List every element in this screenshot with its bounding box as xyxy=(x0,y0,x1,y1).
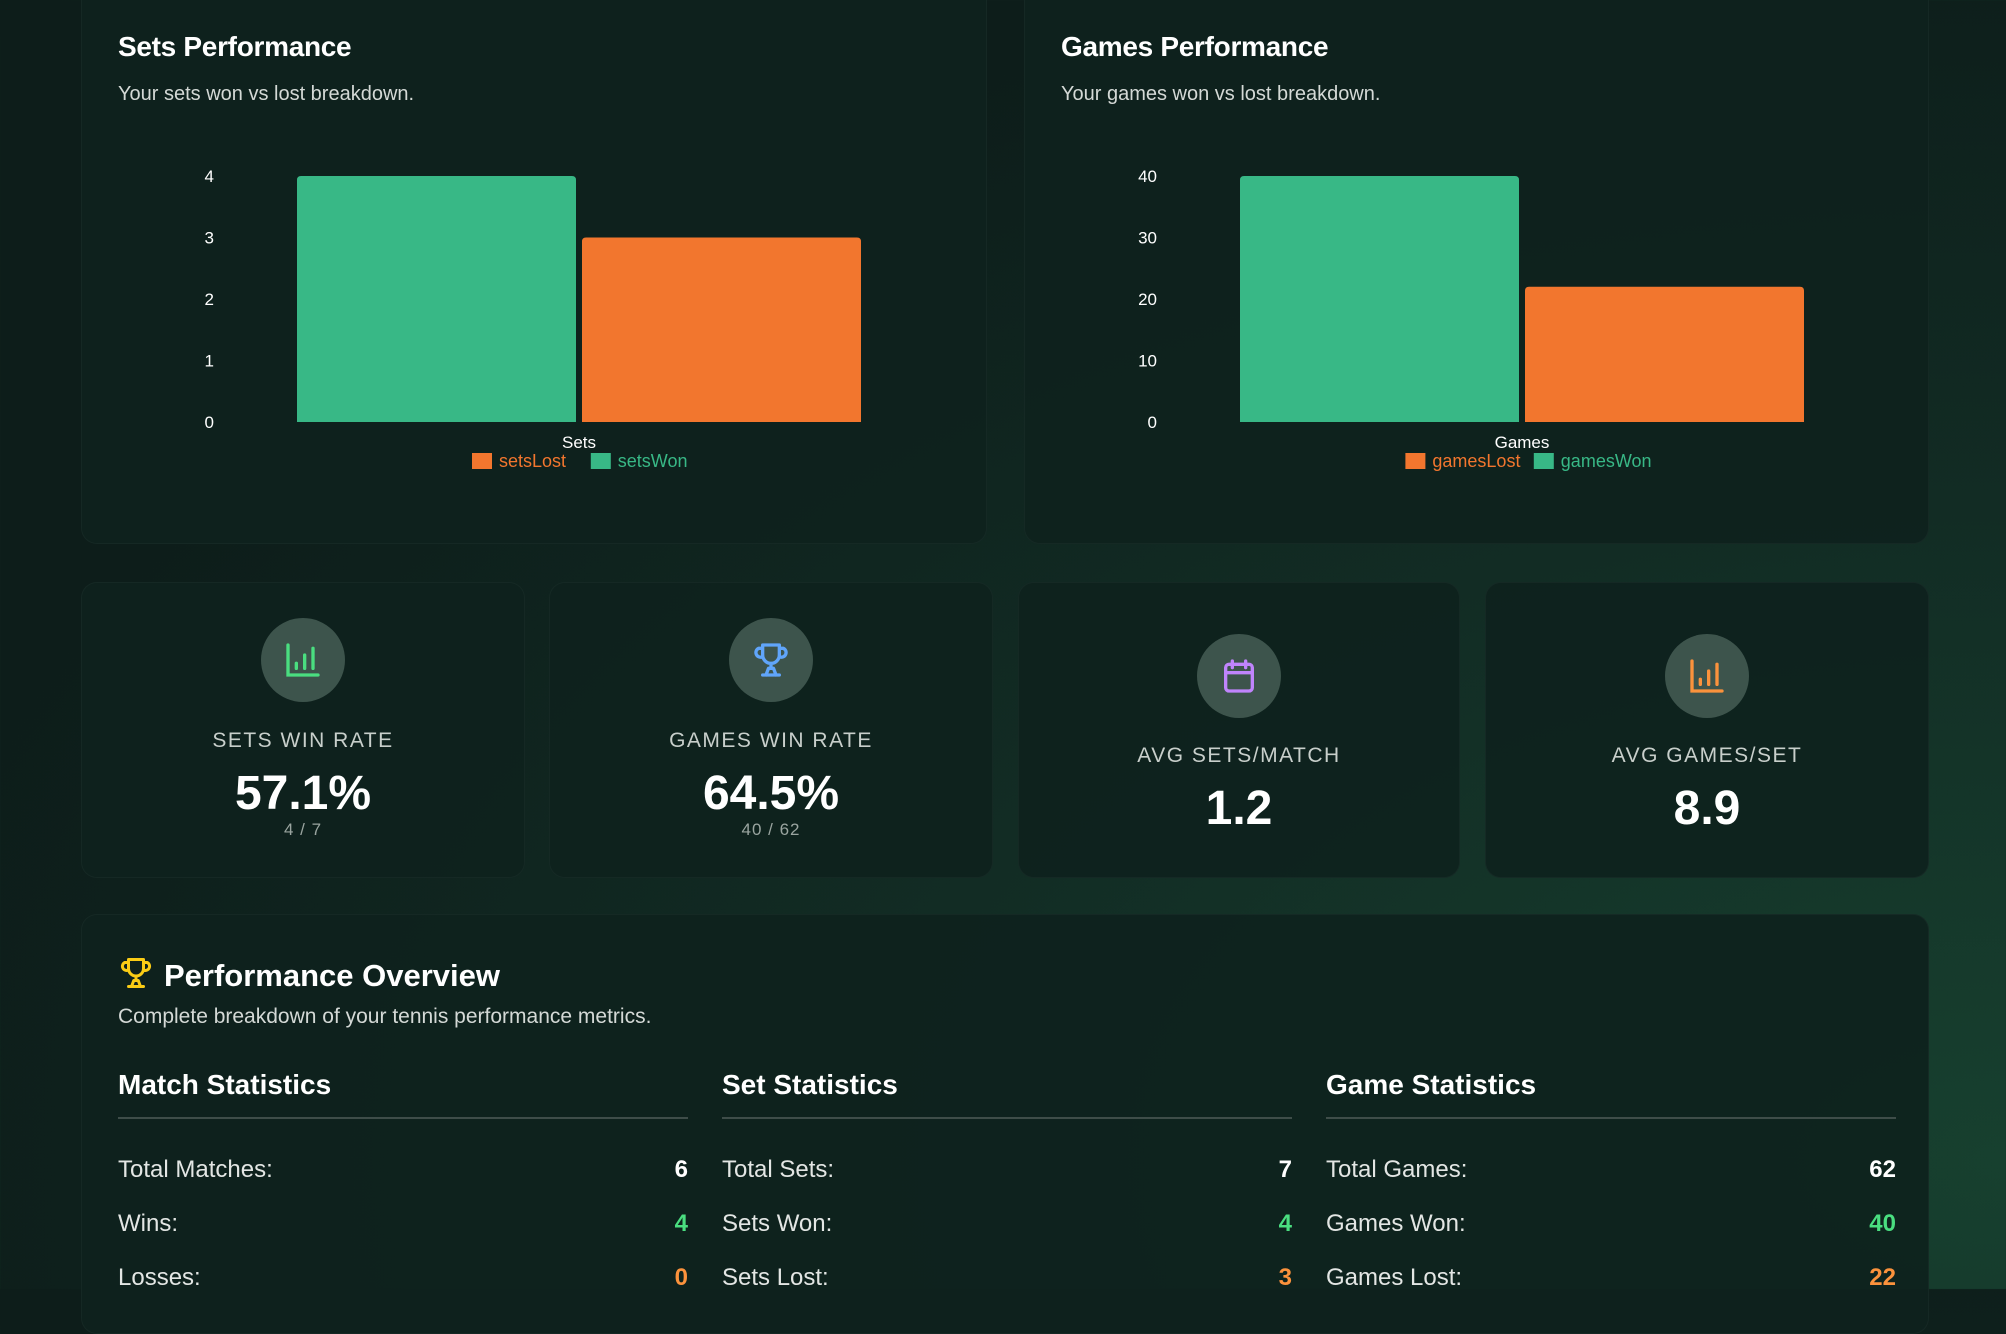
card-subtitle: Your sets won vs lost breakdown. xyxy=(118,83,415,105)
row-value: 40 xyxy=(1869,1210,1896,1237)
row-label: Total Games: xyxy=(1326,1156,1468,1183)
row-label: Losses: xyxy=(118,1264,201,1291)
games-performance-card: Games Performance Your games won vs lost… xyxy=(1024,0,1929,544)
stat-row: Total Matches: 6 xyxy=(118,1143,688,1197)
stat-label: GAMES WIN RATE xyxy=(669,729,873,752)
stat-row: Sets Lost: 3 xyxy=(722,1251,1292,1305)
y-tick-label: 40 xyxy=(1138,167,1157,186)
x-tick-label: Games xyxy=(1495,433,1550,452)
stat-row: Games Won: 40 xyxy=(1326,1197,1896,1251)
stat-label: SETS WIN RATE xyxy=(212,729,394,752)
stat-card-avg-games-set: AVG GAMES/SET 8.9 xyxy=(1485,582,1929,878)
stat-row: Wins: 4 xyxy=(118,1197,688,1251)
row-value: 7 xyxy=(1278,1156,1292,1183)
y-tick-label: 1 xyxy=(205,352,214,371)
card-subtitle: Your games won vs lost breakdown. xyxy=(1061,83,1381,105)
column-title: Set Statistics xyxy=(722,1069,898,1100)
divider xyxy=(1326,1117,1896,1119)
stat-value: 64.5% xyxy=(702,767,840,820)
row-label: Total Matches: xyxy=(118,1156,273,1183)
stat-row: Games Lost: 22 xyxy=(1326,1251,1896,1305)
stats-column: Match Statistics Total Matches: 6 Wins: 4 Los… xyxy=(118,1069,688,1305)
overview-header: Performance Overview xyxy=(118,955,500,996)
y-tick-label: 0 xyxy=(205,413,214,432)
overview-title: Performance Overview xyxy=(164,957,501,993)
stat-value: 1.2 xyxy=(1205,782,1273,835)
y-tick-label: 3 xyxy=(205,229,214,248)
legend-label-gamesWon: gamesWon xyxy=(1561,451,1652,471)
row-label: Games Won: xyxy=(1326,1210,1466,1237)
legend-swatch-gamesWon xyxy=(1533,453,1554,469)
trophy-icon xyxy=(729,618,813,702)
stat-value: 57.1% xyxy=(234,767,372,820)
bar-gamesLost xyxy=(1525,286,1804,422)
row-value: 62 xyxy=(1869,1156,1896,1183)
x-tick-label: Sets xyxy=(562,433,596,452)
row-label: Total Sets: xyxy=(722,1156,835,1183)
legend-swatch-gamesLost xyxy=(1405,453,1426,469)
y-tick-label: 30 xyxy=(1138,229,1157,248)
calendar-icon xyxy=(1197,634,1281,718)
bar-chart-icon xyxy=(1665,634,1749,718)
divider xyxy=(118,1117,688,1119)
stat-label: AVG SETS/MATCH xyxy=(1137,744,1341,767)
sets-performance-card: Sets Performance Your sets won vs lost b… xyxy=(81,0,987,544)
bar-setsWon xyxy=(297,176,576,422)
row-label: Games Lost: xyxy=(1326,1264,1463,1291)
stat-row: Sets Won: 4 xyxy=(722,1197,1292,1251)
card-title: Sets Performance xyxy=(118,31,352,62)
stat-sub: 4 / 7 xyxy=(283,820,323,839)
legend-label-setsWon: setsWon xyxy=(618,451,688,471)
legend-label-setsLost: setsLost xyxy=(499,451,566,471)
row-value: 4 xyxy=(674,1210,688,1237)
column-title: Game Statistics xyxy=(1326,1069,1537,1100)
row-label: Sets Won: xyxy=(722,1210,833,1237)
y-tick-label: 2 xyxy=(205,290,214,309)
divider xyxy=(722,1117,1292,1119)
row-value: 6 xyxy=(674,1156,688,1183)
legend-swatch-setsLost xyxy=(472,453,492,469)
y-tick-label: 4 xyxy=(205,167,214,186)
trophy-icon xyxy=(118,955,154,996)
stat-row: Losses: 0 xyxy=(118,1251,688,1305)
stat-value: 8.9 xyxy=(1673,782,1741,835)
stat-card-avg-sets-match: AVG SETS/MATCH 1.2 xyxy=(1018,582,1460,878)
stat-sub: 40 / 62 xyxy=(741,820,801,839)
stats-column: Game Statistics Total Games: 62 Games Won: 4… xyxy=(1326,1069,1896,1305)
y-tick-label: 20 xyxy=(1138,290,1157,309)
stat-row: Total Sets: 7 xyxy=(722,1143,1292,1197)
stat-row: Total Games: 62 xyxy=(1326,1143,1896,1197)
stats-column: Set Statistics Total Sets: 7 Sets Won: 4 Sets… xyxy=(722,1069,1292,1305)
row-label: Sets Lost: xyxy=(722,1264,829,1291)
bar-gamesWon xyxy=(1240,176,1519,422)
row-value: 22 xyxy=(1869,1264,1896,1291)
y-tick-label: 10 xyxy=(1138,352,1157,371)
stat-card-sets-win-rate: SETS WIN RATE 57.1% 4 / 7 xyxy=(81,582,525,878)
row-label: Wins: xyxy=(118,1210,178,1237)
bar-chart-icon xyxy=(261,618,345,702)
stat-label: AVG GAMES/SET xyxy=(1611,744,1803,767)
y-tick-label: 0 xyxy=(1148,413,1157,432)
legend-label-gamesLost: gamesLost xyxy=(1432,451,1520,471)
row-value: 4 xyxy=(1278,1210,1292,1237)
row-value: 0 xyxy=(674,1264,688,1291)
row-value: 3 xyxy=(1278,1264,1292,1291)
stat-card-games-win-rate: GAMES WIN RATE 64.5% 40 / 62 xyxy=(549,582,993,878)
bar-setsLost xyxy=(582,237,861,422)
card-title: Games Performance xyxy=(1061,31,1329,62)
performance-overview-card: Performance Overview Complete breakdown … xyxy=(81,914,1929,1334)
column-title: Match Statistics xyxy=(118,1069,332,1100)
overview-subtitle: Complete breakdown of your tennis perfor… xyxy=(118,1005,652,1028)
legend-swatch-setsWon xyxy=(590,453,611,469)
